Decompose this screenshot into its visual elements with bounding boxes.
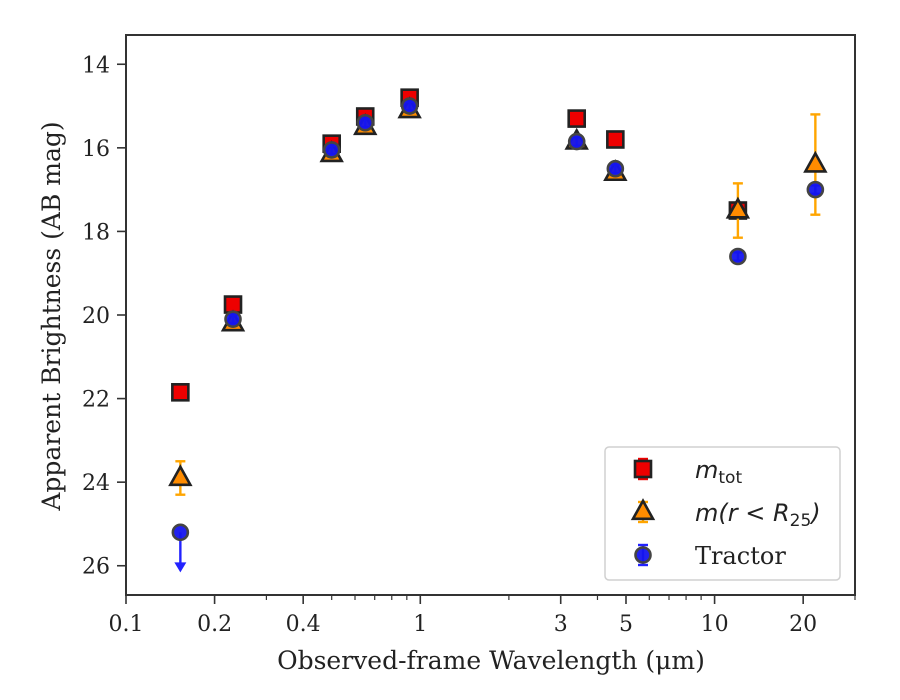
x-tick-label: 5 [619, 612, 633, 637]
y-tick-label: 16 [82, 137, 110, 162]
y-tick-label: 18 [82, 220, 110, 245]
data-point [606, 159, 625, 178]
plot-area [168, 88, 828, 573]
legend-entry: Tractor [634, 542, 786, 570]
data-point [803, 150, 828, 173]
legend-box [604, 446, 841, 581]
x-tick-label: 20 [789, 612, 817, 637]
data-point [168, 464, 193, 487]
data-point [400, 97, 419, 115]
legend-marker [634, 546, 652, 564]
data-point [729, 247, 747, 266]
upper-limit-arrowhead [174, 562, 187, 573]
x-tick-label: 0.1 [109, 612, 144, 637]
data-point [171, 383, 190, 402]
x-tick-label: 1 [413, 612, 427, 637]
data-point [567, 109, 587, 128]
data-point [806, 180, 825, 199]
legend-entry: m(r < R25) [630, 498, 821, 531]
data-point [567, 132, 586, 151]
data-point [322, 141, 341, 159]
y-tick-label: 22 [82, 388, 110, 413]
legend-marker [633, 459, 653, 479]
y-axis-label: Apparent Brightness (AB mag) [37, 121, 66, 511]
x-tick-label: 0.2 [197, 612, 232, 637]
series-circle [171, 97, 825, 573]
axes: 0.1 0.2 0.4 1 3 5 10 20 14 16 18 20 22 24 26 [82, 34, 856, 637]
y-tick-label: 14 [82, 53, 110, 78]
series-square [171, 88, 748, 402]
legend-label: Tractor [695, 542, 786, 570]
legend-marker [630, 498, 656, 521]
x-tick-label: 3 [554, 612, 568, 637]
data-point [606, 130, 625, 149]
data-point [356, 113, 375, 132]
data-point [171, 523, 190, 542]
y-tick-label: 24 [82, 471, 110, 496]
x-axis-label: Observed-frame Wavelength (μm) [277, 646, 705, 675]
y-tick-label: 26 [82, 555, 110, 580]
x-tick-label: 0.4 [286, 612, 321, 637]
y-tick-label: 20 [82, 304, 110, 329]
series-triangle [168, 96, 828, 496]
data-point [224, 310, 242, 328]
data-point [725, 196, 751, 219]
x-tick-label: 10 [701, 612, 729, 637]
